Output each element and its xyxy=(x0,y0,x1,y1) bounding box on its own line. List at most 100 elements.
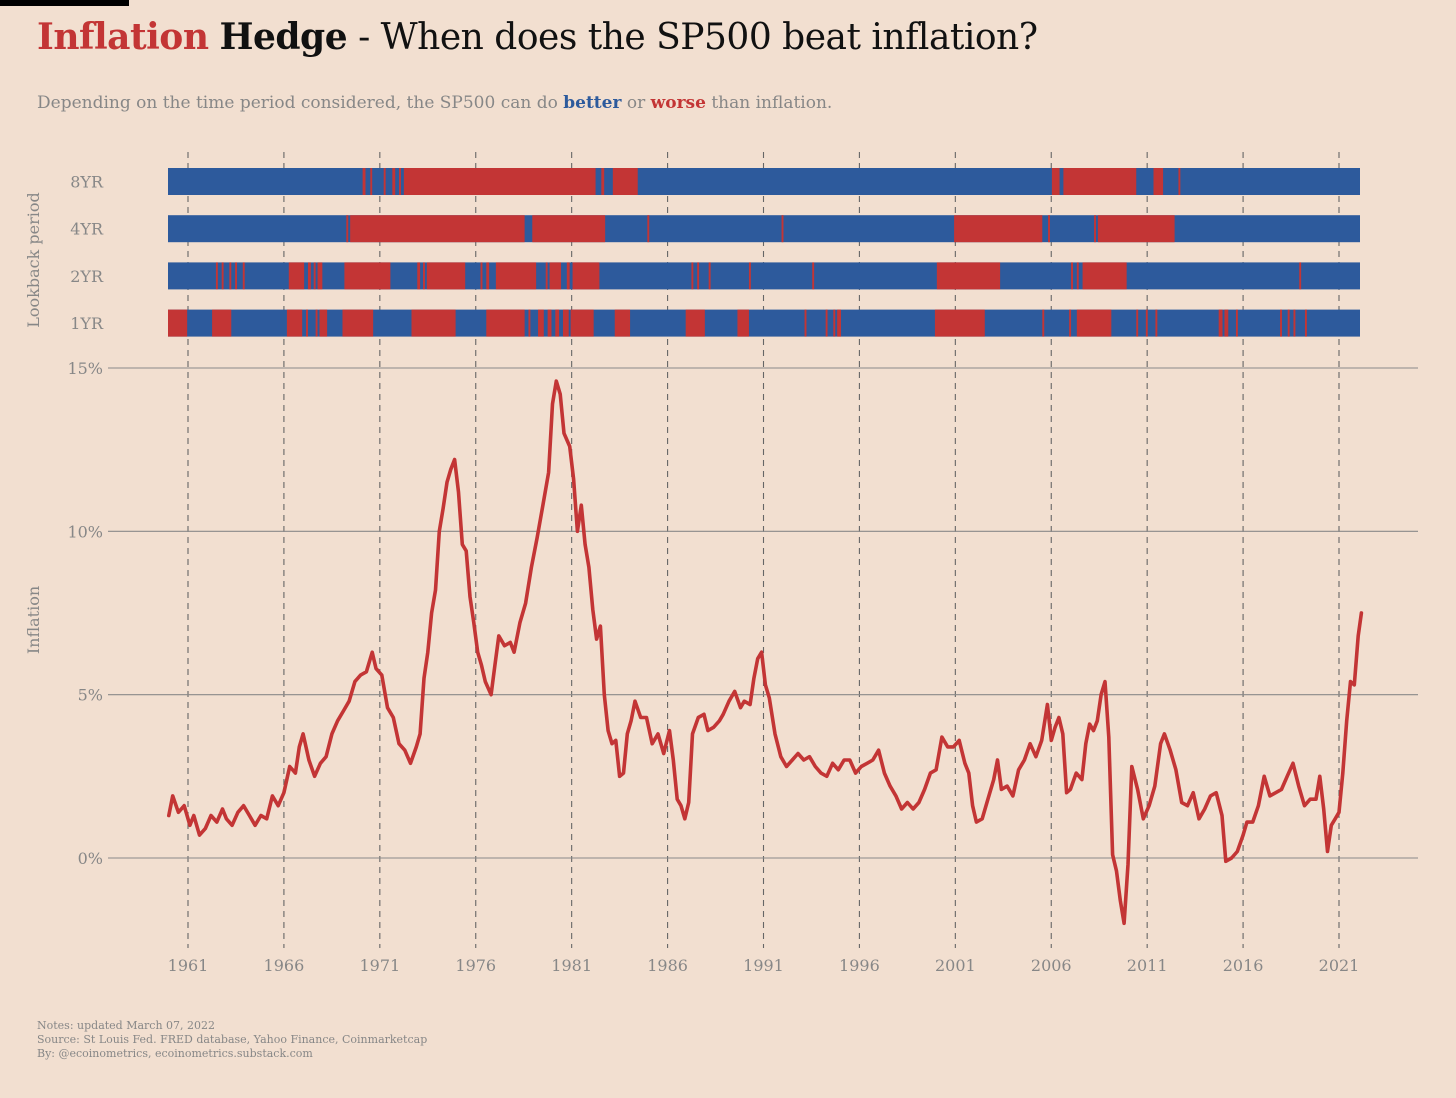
subtitle-better: better xyxy=(563,93,622,113)
heat-worse-4yr-4 xyxy=(781,215,784,243)
heat-worse-1yr-19 xyxy=(825,309,828,337)
heat-worse-2yr-12 xyxy=(426,262,466,290)
inflation-line xyxy=(167,379,1364,926)
heat-worse-4yr-9 xyxy=(1097,215,1175,243)
heat-worse-1yr-3 xyxy=(306,309,308,337)
chart-title: Inflation Hedge - When does the SP500 be… xyxy=(37,16,1038,58)
footnotes: Notes: updated March 07, 2022 Source: St… xyxy=(37,1019,427,1061)
heat-worse-8yr-9 xyxy=(1063,168,1137,195)
heat-worse-1yr-14 xyxy=(570,309,594,337)
title-rest: - When does the SP500 beat inflation? xyxy=(347,17,1038,58)
row-label-1yr: 1YR xyxy=(70,314,104,333)
title-word-inflation: Inflation xyxy=(37,16,209,58)
heat-worse-1yr-30 xyxy=(1224,309,1229,337)
heat-worse-4yr-2 xyxy=(532,215,606,243)
heat-worse-1yr-5 xyxy=(319,309,328,337)
heat-worse-8yr-11 xyxy=(1178,168,1181,195)
note-author: By: @ecoinometrics, ecoinometrics.substa… xyxy=(37,1047,313,1060)
heat-worse-8yr-6 xyxy=(601,168,605,195)
heat-worse-1yr-22 xyxy=(934,309,985,337)
inflation-line-layer xyxy=(167,379,1364,926)
heat-row-8yr xyxy=(168,168,1360,195)
lookback-heatmap xyxy=(168,168,1360,337)
heat-worse-1yr-6 xyxy=(342,309,374,337)
heat-worse-8yr-2 xyxy=(383,168,386,195)
xtick-label-1961: 1961 xyxy=(168,956,209,975)
subtitle-mid: or xyxy=(621,93,651,113)
note-updated: Notes: updated March 07, 2022 xyxy=(37,1019,216,1032)
heat-worse-1yr-7 xyxy=(411,309,456,337)
chart-subtitle: Depending on the time period considered,… xyxy=(37,93,832,113)
heat-worse-2yr-21 xyxy=(697,262,700,290)
heat-worse-2yr-26 xyxy=(1071,262,1073,290)
title-word-hedge: Hedge xyxy=(219,16,348,58)
heat-worse-1yr-13 xyxy=(562,309,569,337)
xtick-label-1981: 1981 xyxy=(551,956,592,975)
heat-worse-1yr-25 xyxy=(1076,309,1112,337)
heat-worse-2yr-28 xyxy=(1082,262,1127,290)
heat-worse-4yr-0 xyxy=(346,215,349,243)
xtick-label-1991: 1991 xyxy=(743,956,784,975)
heat-worse-1yr-18 xyxy=(804,309,807,337)
heat-worse-1yr-29 xyxy=(1218,309,1223,337)
heat-worse-1yr-24 xyxy=(1069,309,1072,337)
heat-worse-4yr-5 xyxy=(954,215,957,243)
xtick-label-2021: 2021 xyxy=(1319,956,1360,975)
xtick-label-1976: 1976 xyxy=(455,956,496,975)
heat-worse-1yr-27 xyxy=(1145,309,1148,337)
heat-worse-2yr-16 xyxy=(545,262,548,290)
heat-worse-2yr-2 xyxy=(229,262,232,290)
heat-worse-8yr-1 xyxy=(370,168,373,195)
heat-worse-2yr-15 xyxy=(495,262,537,290)
heat-worse-2yr-24 xyxy=(812,262,815,290)
heat-worse-1yr-21 xyxy=(837,309,841,337)
heat-worse-1yr-34 xyxy=(1293,309,1296,337)
heat-worse-8yr-10 xyxy=(1153,168,1164,195)
horizontal-gridlines xyxy=(108,367,1418,859)
xtick-label-2016: 2016 xyxy=(1223,956,1264,975)
heat-worse-2yr-4 xyxy=(242,262,245,290)
heat-worse-4yr-6 xyxy=(956,215,1043,243)
heat-worse-2yr-14 xyxy=(486,262,490,290)
heat-worse-1yr-26 xyxy=(1136,309,1139,337)
line-ylabel: Inflation xyxy=(24,586,43,654)
heat-worse-8yr-8 xyxy=(1051,168,1060,195)
xtick-label-1996: 1996 xyxy=(839,956,880,975)
subtitle-worse: worse xyxy=(650,93,706,113)
heat-worse-2yr-13 xyxy=(480,262,483,290)
heat-worse-4yr-3 xyxy=(647,215,650,243)
heat-worse-8yr-5 xyxy=(403,168,596,195)
xtick-label-1986: 1986 xyxy=(647,956,688,975)
row-label-2yr: 2YR xyxy=(70,267,104,286)
row-label-8yr: 8YR xyxy=(70,173,104,192)
heat-worse-8yr-3 xyxy=(392,168,396,195)
heat-worse-2yr-17 xyxy=(549,262,562,290)
heat-worse-1yr-33 xyxy=(1287,309,1290,337)
heat-worse-2yr-25 xyxy=(936,262,1001,290)
row-label-4yr: 4YR xyxy=(70,220,104,239)
heat-worse-4yr-8 xyxy=(1094,215,1096,243)
xtick-label-2006: 2006 xyxy=(1031,956,1072,975)
heat-worse-1yr-4 xyxy=(315,309,318,337)
heat-worse-2yr-3 xyxy=(235,262,238,290)
heat-worse-2yr-9 xyxy=(344,262,391,290)
heat-worse-1yr-2 xyxy=(286,309,303,337)
heat-worse-1yr-16 xyxy=(685,309,705,337)
xtick-label-1966: 1966 xyxy=(264,956,305,975)
heat-worse-1yr-20 xyxy=(833,309,836,337)
heat-worse-2yr-20 xyxy=(691,262,694,290)
heat-worse-2yr-23 xyxy=(748,262,751,290)
heat-worse-2yr-10 xyxy=(417,262,421,290)
heat-worse-1yr-11 xyxy=(547,309,552,337)
subtitle-post: than inflation. xyxy=(705,93,833,113)
heat-worse-1yr-23 xyxy=(1042,309,1045,337)
heat-worse-2yr-11 xyxy=(423,262,425,290)
heat-worse-1yr-0 xyxy=(168,309,188,337)
top-accent-bar xyxy=(0,0,129,6)
heatmap-ylabel: Lookback period xyxy=(24,192,43,327)
heat-worse-1yr-12 xyxy=(555,309,560,337)
subtitle-pre: Depending on the time period considered,… xyxy=(37,93,564,113)
xtick-label-2011: 2011 xyxy=(1127,956,1168,975)
note-source: Source: St Louis Fed. FRED database, Yah… xyxy=(37,1033,428,1046)
heat-worse-2yr-1 xyxy=(221,262,224,290)
